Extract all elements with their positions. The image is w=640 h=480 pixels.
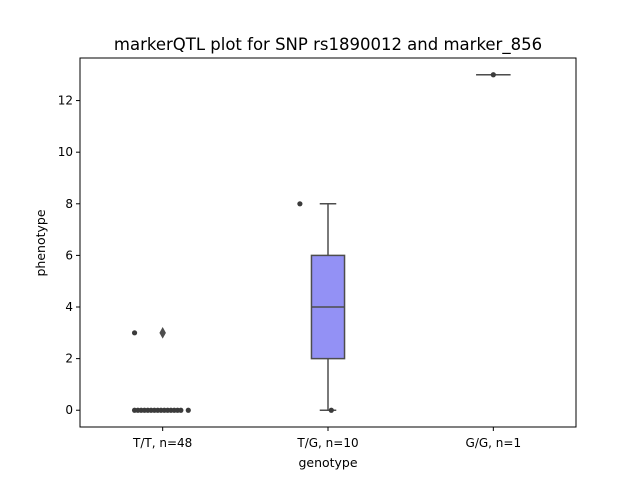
data-point bbox=[178, 407, 184, 413]
data-point bbox=[185, 407, 191, 413]
data-point bbox=[328, 407, 334, 413]
y-tick-label: 12 bbox=[58, 94, 73, 108]
box-outlier bbox=[159, 326, 166, 339]
x-axis-label: genotype bbox=[298, 455, 357, 470]
x-axis: T/T, n=48 T/G, n=10 G/G, n=1 bbox=[132, 427, 521, 450]
y-tick-label: 10 bbox=[58, 145, 73, 159]
chart-title: markerQTL plot for SNP rs1890012 and mar… bbox=[114, 35, 542, 55]
y-tick-label: 4 bbox=[65, 300, 73, 314]
data-point bbox=[490, 72, 496, 78]
y-tick-label: 0 bbox=[65, 403, 73, 417]
y-tick-label: 6 bbox=[65, 248, 73, 262]
x-tick-label: G/G, n=1 bbox=[466, 436, 522, 450]
x-tick-label: T/T, n=48 bbox=[132, 436, 192, 450]
y-tick-label: 8 bbox=[65, 197, 73, 211]
data-point bbox=[297, 201, 303, 207]
x-tick-label: T/G, n=10 bbox=[296, 436, 358, 450]
data-point bbox=[131, 330, 138, 336]
y-axis-label: phenotype bbox=[33, 209, 48, 276]
y-tick-label: 2 bbox=[65, 352, 73, 366]
plot-frame bbox=[79, 57, 577, 428]
plot-content bbox=[131, 72, 511, 413]
y-axis: 0 2 4 6 8 10 12 bbox=[58, 94, 80, 417]
